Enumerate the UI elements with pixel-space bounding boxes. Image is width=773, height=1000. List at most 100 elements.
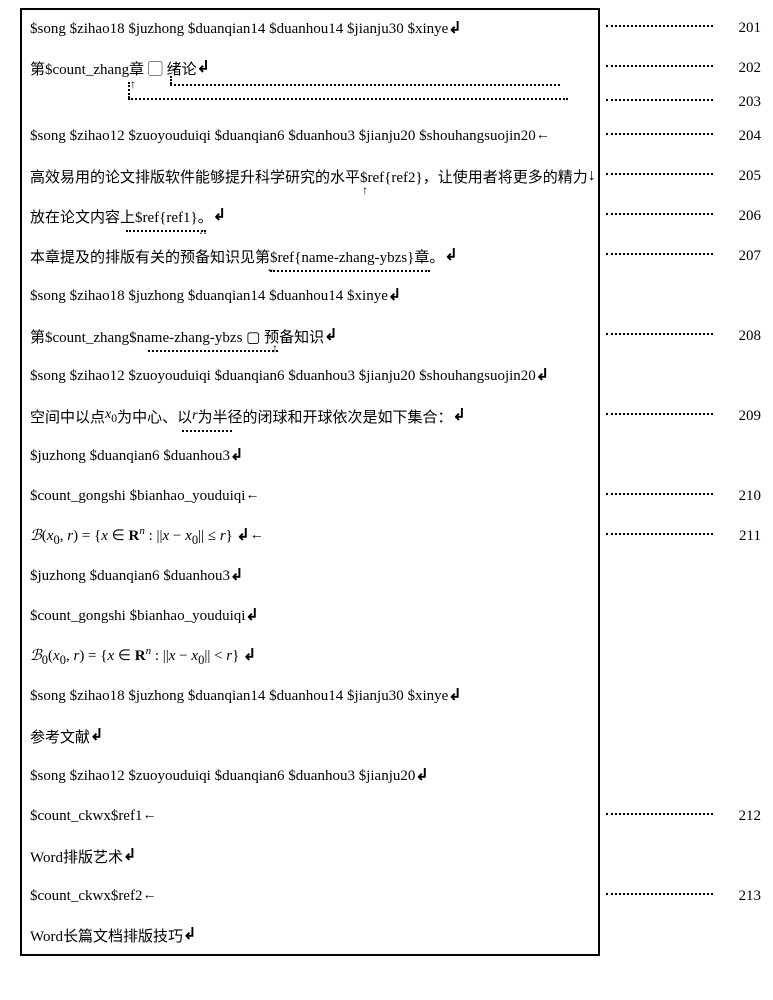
row-ref2-body: Word长篇文档排版技巧 ↲ bbox=[20, 916, 761, 956]
leader-dots bbox=[606, 413, 713, 415]
return-icon: ↲ bbox=[448, 688, 461, 704]
leader-dots bbox=[606, 493, 713, 495]
return-icon: ↲ bbox=[444, 248, 457, 264]
leader-dots bbox=[606, 133, 713, 135]
row-formula2: ℬ0(x0, r) = {x ∈ Rn : ||x − x0|| < r} ↲ bbox=[20, 636, 761, 676]
line-cmd-f-text: $song $zihao18 $juzhong $duanqian14 $dua… bbox=[30, 688, 448, 705]
return-icon: ↲ bbox=[453, 408, 466, 424]
connector-203-h bbox=[170, 84, 560, 86]
label-202: 202 bbox=[719, 60, 761, 77]
ref1-body-text: Word排版艺术 bbox=[30, 846, 123, 867]
row-cmd-a: $song $zihao18 $juzhong $duanqian14 $dua… bbox=[20, 276, 761, 316]
return-icon: ↲ bbox=[415, 768, 428, 784]
row-cmd-c: $juzhong $duanqian6 $duanhou3 ↲ bbox=[20, 436, 761, 476]
label-210: 210 bbox=[719, 488, 761, 505]
row-ref-title: 参考文献 ↲ bbox=[20, 716, 761, 756]
leader-dots bbox=[606, 253, 713, 255]
label-211: 211 bbox=[719, 528, 761, 545]
label-206: 206 bbox=[719, 208, 761, 225]
line-206-text: 放在论文内容上$ref{ref1}。 bbox=[30, 206, 213, 227]
down-arrow-icon: ↓ bbox=[588, 167, 596, 185]
left-arrow-icon: ← bbox=[142, 888, 156, 904]
row-213: $count_ckwx$ref2 ← 213 bbox=[20, 876, 761, 916]
row-ref1-body: Word排版艺术 ↲ bbox=[20, 836, 761, 876]
line-209-a: 空间中以点 bbox=[30, 406, 105, 427]
left-arrow-icon: ← bbox=[245, 488, 259, 504]
line-213-text: $count_ckwx$ref2 bbox=[30, 888, 142, 905]
row-cmd-g: $song $zihao12 $zuoyouduiqi $duanqian6 $… bbox=[20, 756, 761, 796]
return-icon: ↲ bbox=[123, 848, 136, 864]
connector-203-v2 bbox=[128, 82, 130, 98]
leader-dots bbox=[606, 25, 713, 27]
return-icon: ↲ bbox=[183, 927, 196, 943]
formula-211: ℬ(x0, r) = {x ∈ Rn : ||x − x0|| ≤ r} bbox=[30, 525, 233, 548]
leader-dots bbox=[606, 533, 713, 535]
row-208: 第$count_zhang$name-zhang-ybzs ▢ 预备知识 ↲ ↑… bbox=[20, 316, 761, 356]
left-arrow-icon: ← bbox=[250, 528, 264, 544]
figure: $song $zihao18 $juzhong $duanqian14 $dua… bbox=[0, 0, 773, 964]
line-cmd-a-text: $song $zihao18 $juzhong $duanqian14 $dua… bbox=[30, 288, 388, 305]
row-203: 203 bbox=[20, 88, 761, 116]
math-x0: x0 bbox=[105, 407, 117, 425]
return-icon: ↲ bbox=[243, 648, 256, 664]
line-cmd-e-text: $count_gongshi $bianhao_youduiqi bbox=[30, 608, 245, 625]
line-cmd-b-text: $song $zihao12 $zuoyouduiqi $duanqian6 $… bbox=[30, 368, 536, 385]
label-201: 201 bbox=[719, 20, 761, 37]
return-icon: ↲ bbox=[536, 368, 549, 384]
leader-dots bbox=[606, 99, 713, 101]
line-204-text: $song $zihao12 $zuoyouduiqi $duanqian6 $… bbox=[30, 128, 536, 145]
row-cmd-b: $song $zihao12 $zuoyouduiqi $duanqian6 $… bbox=[20, 356, 761, 396]
line-209-c: 为半径的闭球和开球依次是如下集合： bbox=[198, 406, 453, 427]
row-211: ℬ(x0, r) = {x ∈ Rn : ||x − x0|| ≤ r} ↲ ←… bbox=[20, 516, 761, 556]
return-icon: ↲ bbox=[245, 608, 258, 624]
ref-title-text: 参考文献 bbox=[30, 726, 90, 747]
return-icon: ↲ bbox=[236, 528, 249, 544]
line-205-text: 高效易用的论文排版软件能够提升科学研究的水平$ref{ref2}，让使用者将更多… bbox=[30, 166, 588, 187]
row-206: 放在论文内容上$ref{ref1}。 ↲ ‥ 206 bbox=[20, 196, 761, 236]
leader-dots bbox=[606, 173, 713, 175]
row-cmd-f: $song $zihao18 $juzhong $duanqian14 $dua… bbox=[20, 676, 761, 716]
line-cmd-g-text: $song $zihao12 $zuoyouduiqi $duanqian6 $… bbox=[30, 768, 415, 785]
return-icon: ↲ bbox=[230, 448, 243, 464]
label-205: 205 bbox=[719, 168, 761, 185]
connector-203-v1 bbox=[170, 76, 172, 84]
line-209-b: 为中心、以 bbox=[117, 406, 192, 427]
row-210: $count_gongshi $bianhao_youduiqi ← 210 bbox=[20, 476, 761, 516]
up-arrow-icon: ↑ bbox=[360, 184, 370, 196]
leader-dots bbox=[606, 813, 713, 815]
up-arrow-icon: ↑ bbox=[270, 342, 280, 354]
line-210-text: $count_gongshi $bianhao_youduiqi bbox=[30, 488, 245, 505]
left-arrow-icon: ← bbox=[536, 128, 550, 144]
row-207: 本章提及的排版有关的预备知识见第$ref{name-zhang-ybzs}章。 … bbox=[20, 236, 761, 276]
row-212: $count_ckwx$ref1 ← 212 bbox=[20, 796, 761, 836]
return-icon: ↲ bbox=[448, 21, 461, 37]
return-icon: ↲ bbox=[90, 728, 103, 744]
label-213: 213 bbox=[719, 888, 761, 905]
connector-206 bbox=[126, 230, 206, 232]
label-203: 203 bbox=[719, 94, 761, 111]
left-arrow-icon: ← bbox=[266, 262, 276, 274]
row-205: 高效易用的论文排版软件能够提升科学研究的水平$ref{ref2}，让使用者将更多… bbox=[20, 156, 761, 196]
line-cmd-c-text: $juzhong $duanqian6 $duanhou3 bbox=[30, 448, 230, 465]
connector-203-h2 bbox=[128, 98, 568, 100]
formula-2: ℬ0(x0, r) = {x ∈ Rn : ||x − x0|| < r} bbox=[30, 645, 239, 668]
line-207-text: 本章提及的排版有关的预备知识见第$ref{name-zhang-ybzs}章。 bbox=[30, 246, 444, 267]
connector-207 bbox=[270, 270, 430, 272]
leader-dots bbox=[606, 65, 713, 67]
line-cmd-d-text: $juzhong $duanqian6 $duanhou3 bbox=[30, 568, 230, 585]
return-icon: ↲ bbox=[213, 208, 226, 224]
label-204: 204 bbox=[719, 128, 761, 145]
row-cmd-d: $juzhong $duanqian6 $duanhou3 ↲ bbox=[20, 556, 761, 596]
label-212: 212 bbox=[719, 808, 761, 825]
row-cmd-e: $count_gongshi $bianhao_youduiqi ↲ bbox=[20, 596, 761, 636]
label-208: 208 bbox=[719, 328, 761, 345]
connector-208 bbox=[148, 350, 278, 352]
label-207: 207 bbox=[719, 248, 761, 265]
leader-dots bbox=[606, 213, 713, 215]
return-icon: ↲ bbox=[324, 328, 337, 344]
left-arrow-icon: ‥ bbox=[198, 224, 208, 236]
line-212-text: $count_ckwx$ref1 bbox=[30, 808, 142, 825]
left-arrow-icon: ← bbox=[142, 808, 156, 824]
line-201-text: $song $zihao18 $juzhong $duanqian14 $dua… bbox=[30, 21, 448, 38]
ref2-body-text: Word长篇文档排版技巧 bbox=[30, 925, 183, 946]
